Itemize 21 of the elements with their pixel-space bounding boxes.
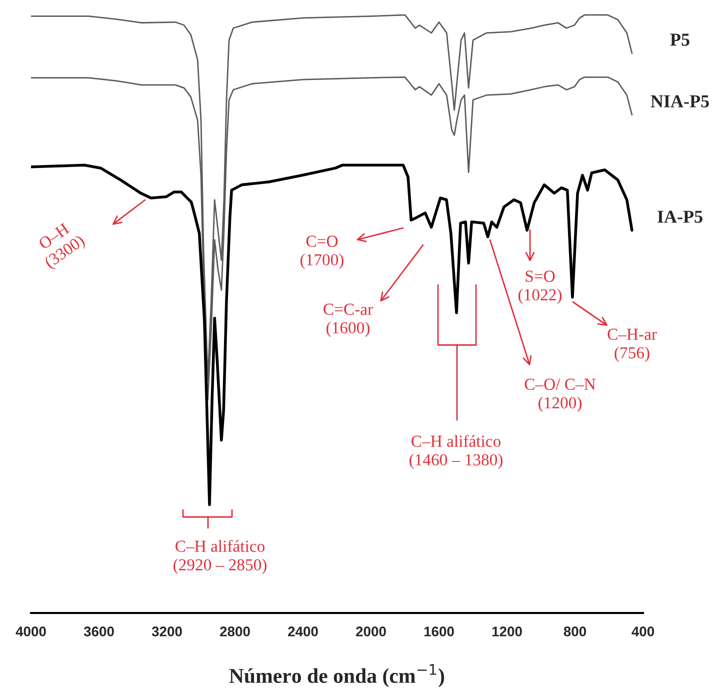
x-tick-label: 3600 <box>84 626 114 636</box>
x-tick-label: 4000 <box>16 626 46 636</box>
x-tick-label: 1200 <box>492 626 522 636</box>
x-tick-label: 2400 <box>288 626 318 636</box>
x-tick-label: 1600 <box>424 626 454 636</box>
annotation: C=C-ar (1600) <box>324 304 373 337</box>
x-tick-label: 2800 <box>220 626 250 636</box>
series-label: IA-P5 <box>658 210 702 223</box>
x-axis-title: Número de onda (cm$^{−1}$) <box>229 664 444 688</box>
annotation: C=O (1700) <box>300 236 344 269</box>
annotation: C–H alifático (2920 – 2850) <box>174 540 266 574</box>
series-label: NIA-P5 <box>650 95 709 108</box>
text: P5 <box>670 34 690 46</box>
x-tick-label: 800 <box>564 626 586 636</box>
annotation: C–H alifático (1460 – 1380) <box>410 434 502 469</box>
x-tick-label: 3200 <box>152 626 182 636</box>
x-tick-label: 400 <box>632 626 654 636</box>
annotation: S=O (1022) <box>518 270 562 304</box>
annotation: C–H-ar (756) <box>608 328 657 362</box>
x-tick-label: 2000 <box>356 626 386 636</box>
annotation: C–O/ C–N (1200) <box>524 378 596 412</box>
